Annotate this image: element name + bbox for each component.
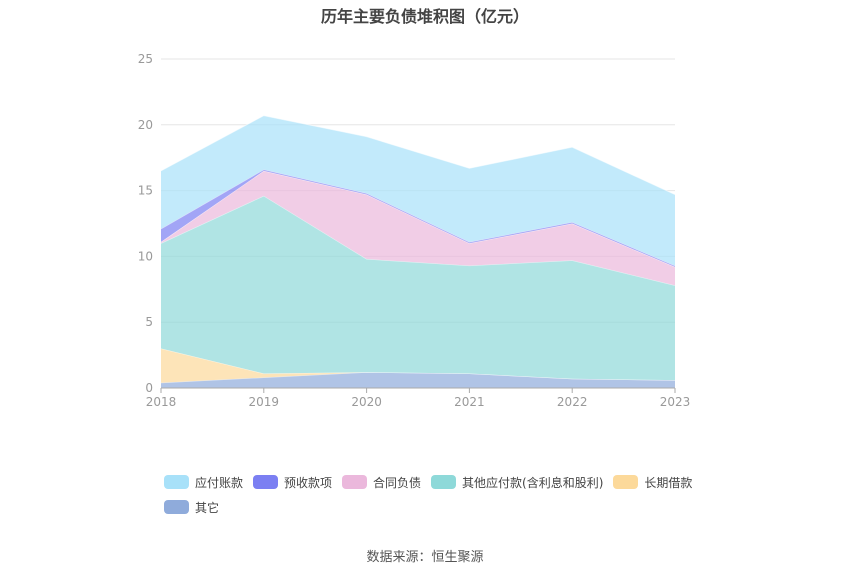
legend-item[interactable]: 其它 bbox=[164, 497, 219, 517]
chart-title: 历年主要负债堆积图（亿元） bbox=[320, 7, 529, 26]
area-series-2 bbox=[161, 195, 675, 381]
y-tick-label: 0 bbox=[145, 381, 153, 395]
x-tick-label: 2023 bbox=[660, 395, 691, 409]
area-edge-5 bbox=[160, 115, 676, 196]
legend-swatch bbox=[253, 475, 279, 489]
legend-swatch bbox=[164, 500, 189, 514]
legend-item[interactable]: 长期借款 bbox=[613, 472, 692, 492]
y-tick-label: 10 bbox=[138, 249, 153, 263]
legend-item[interactable]: 其他应付款(含利息和股利) bbox=[431, 472, 603, 492]
area-series-5 bbox=[161, 115, 675, 266]
legend-item[interactable]: 预收款项 bbox=[253, 472, 332, 492]
legend-swatch bbox=[342, 475, 368, 489]
x-tick-label: 2022 bbox=[557, 395, 588, 409]
y-tick-label: 20 bbox=[138, 118, 153, 132]
x-tick-label: 2021 bbox=[454, 395, 485, 409]
legend-label: 长期借款 bbox=[644, 475, 693, 490]
legend-label: 应付账款 bbox=[195, 475, 244, 490]
legend-label: 合同负债 bbox=[373, 475, 422, 490]
data-source: 数据来源：恒生聚源 bbox=[366, 550, 484, 565]
area-series-4 bbox=[161, 169, 675, 267]
legend-label: 其它 bbox=[195, 500, 220, 515]
stacked-area-chart: 0 5 10 15 20 25 2018 2019 2020 2021 2022 2023 bbox=[138, 52, 691, 409]
y-tick-label: 25 bbox=[138, 52, 153, 66]
x-tick-label: 2020 bbox=[351, 395, 382, 409]
x-tick-label: 2019 bbox=[249, 395, 280, 409]
area-series-3 bbox=[161, 170, 675, 286]
axes: 0 5 10 15 20 25 2018 2019 2020 2021 2022 2023 bbox=[138, 52, 691, 409]
legend-item[interactable]: 应付账款 bbox=[164, 472, 243, 492]
area-series-1 bbox=[161, 348, 675, 383]
legend-label: 预收款项 bbox=[284, 475, 333, 490]
area-layers bbox=[160, 115, 676, 388]
x-tick-label: 2018 bbox=[146, 395, 177, 409]
legend-swatch bbox=[431, 475, 457, 489]
legend-swatch bbox=[613, 475, 639, 489]
legend: 应付账款 预收款项 合同负债 其他应付款(含利息和股利) 长期借款其它 bbox=[164, 472, 724, 522]
y-tick-label: 5 bbox=[145, 315, 153, 329]
legend-item[interactable]: 合同负债 bbox=[342, 472, 421, 492]
legend-label: 其他应付款(含利息和股利) bbox=[462, 475, 604, 490]
y-tick-label: 15 bbox=[138, 184, 153, 198]
legend-swatch bbox=[164, 475, 189, 489]
